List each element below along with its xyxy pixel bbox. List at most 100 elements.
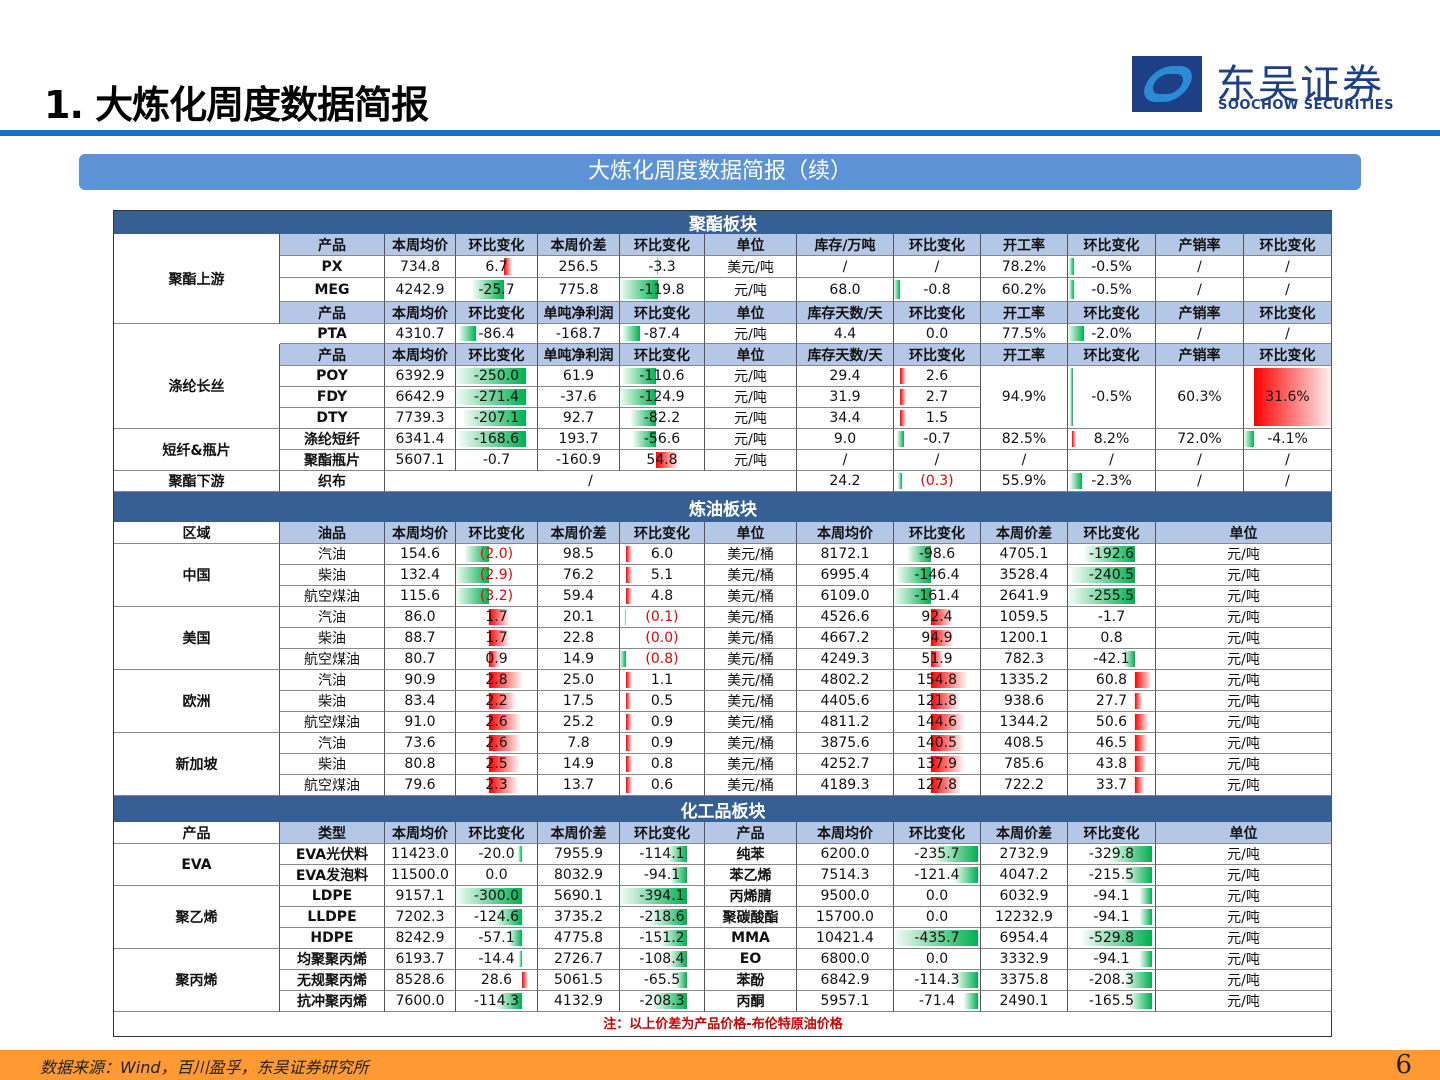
data-bar xyxy=(626,756,632,772)
table-cell: 元/吨 xyxy=(705,387,797,408)
table-cell: 154.6 xyxy=(385,544,456,565)
table-cell: 8.2% xyxy=(1068,429,1156,450)
table-cell: 25.2 xyxy=(538,712,620,733)
table-cell: 环比变化 xyxy=(456,234,538,256)
table-cell: -240.5 xyxy=(1068,565,1156,586)
table-cell: 元/吨 xyxy=(1156,586,1332,607)
data-bar xyxy=(661,930,687,946)
data-bar xyxy=(671,867,687,883)
table-cell: 14.9 xyxy=(538,649,620,670)
table-cell: 2.3 xyxy=(456,775,538,796)
table-cell: -124.9 xyxy=(620,387,705,408)
data-bar xyxy=(620,651,626,667)
table-cell: 汽油 xyxy=(280,607,385,628)
table-cell: 6642.9 xyxy=(385,387,456,408)
table-cell: 元/吨 xyxy=(705,450,797,471)
table-cell: 库存/万吨 xyxy=(797,234,894,256)
table-cell: 6109.0 xyxy=(797,586,894,607)
table-cell: 本周均价 xyxy=(385,234,456,256)
data-bar xyxy=(894,588,931,604)
data-bar xyxy=(1139,951,1152,967)
table-cell: -42.1 xyxy=(1068,649,1156,670)
table-cell: 0.0 xyxy=(894,324,981,344)
table-cell: -25.7 xyxy=(456,278,538,302)
data-bar xyxy=(473,280,504,299)
table-cell: 汽油 xyxy=(280,544,385,565)
table-cell: 本周均价 xyxy=(385,302,456,324)
data-table: 聚酯板块 聚酯上游 产品 本周均价 环比变化 本周价差 环比变化 单位 库存/万吨 环比变化 开工率… xyxy=(113,210,1332,1037)
table-cell: 环比变化 xyxy=(456,822,538,844)
data-bar xyxy=(1070,473,1082,489)
table-cell: 24.2 xyxy=(797,471,894,492)
table-cell: 0.0 xyxy=(894,949,981,970)
table-cell: 航空煤油 xyxy=(280,649,385,670)
data-bar xyxy=(954,867,978,883)
table-cell: 8528.6 xyxy=(385,970,456,991)
table-cell: 4526.6 xyxy=(797,607,894,628)
table-cell: 4242.9 xyxy=(385,278,456,302)
table-cell: 短纤&瓶片 xyxy=(114,429,280,471)
table-cell: 环比变化 xyxy=(1068,234,1156,256)
table-cell: 开工率 xyxy=(981,234,1068,256)
table-cell: 本周价差 xyxy=(538,822,620,844)
table-cell: 元/吨 xyxy=(1156,628,1332,649)
table-cell: 本周价差 xyxy=(981,522,1068,544)
table-cell: 苯酚 xyxy=(705,970,797,991)
table-cell: 60.2% xyxy=(981,278,1068,302)
table-cell: 256.5 xyxy=(538,256,620,278)
table-cell: / xyxy=(894,256,981,278)
table-cell: 美元/桶 xyxy=(705,733,797,754)
table-cell: -168.6 xyxy=(456,429,538,450)
table-cell: 82.5% xyxy=(981,429,1068,450)
table-cell: 27.7 xyxy=(1068,691,1156,712)
page-title: 1. 大炼化周度数据简报 xyxy=(44,83,429,127)
data-bar xyxy=(900,389,906,405)
table-cell: -114.3 xyxy=(894,970,981,991)
table-cell: 航空煤油 xyxy=(280,775,385,796)
table-cell: 产品 xyxy=(280,302,385,324)
table-cell: 9157.1 xyxy=(385,886,456,907)
table-cell: 0.5 xyxy=(620,691,705,712)
table-cell: / xyxy=(1156,278,1244,302)
table-cell: 元/吨 xyxy=(1156,607,1332,628)
table-cell: 产销率 xyxy=(1156,344,1244,366)
table-cell: 4667.2 xyxy=(797,628,894,649)
table-cell: 产品 xyxy=(114,822,280,844)
table-cell: -2.3% xyxy=(1068,471,1156,492)
data-bar xyxy=(489,756,519,772)
table-cell: -394.1 xyxy=(620,886,705,907)
table-cell: 0.9 xyxy=(620,733,705,754)
table-cell: 6200.0 xyxy=(797,844,894,865)
table-cell: / xyxy=(385,471,797,492)
data-bar xyxy=(931,714,965,730)
data-bar xyxy=(1135,777,1144,793)
table-cell: -71.4 xyxy=(894,991,981,1012)
table-cell: 2.8 xyxy=(456,670,538,691)
table-cell: 环比变化 xyxy=(1244,302,1332,324)
data-bar xyxy=(1123,867,1152,883)
table-cell: 柴油 xyxy=(280,628,385,649)
table-cell: -65.5 xyxy=(620,970,705,991)
table-cell: 环比变化 xyxy=(1244,344,1332,366)
data-bar xyxy=(1254,368,1331,426)
table-cell: / xyxy=(1156,471,1244,492)
table-cell: 68.0 xyxy=(797,278,894,302)
table-cell: 欧洲 xyxy=(114,670,280,733)
table-cell: 环比变化 xyxy=(620,822,705,844)
data-bar xyxy=(633,431,656,447)
table-cell: 91.0 xyxy=(385,712,456,733)
data-bar xyxy=(496,993,522,1009)
table-cell: 美元/桶 xyxy=(705,586,797,607)
table-cell: / xyxy=(981,450,1068,471)
logo-mark-icon xyxy=(1132,56,1202,112)
data-bar xyxy=(649,909,687,925)
data-bar xyxy=(1069,258,1074,275)
table-cell: 环比变化 xyxy=(894,302,981,324)
table-cell: 本周均价 xyxy=(385,822,456,844)
table-cell: 单位 xyxy=(705,234,797,256)
data-bar xyxy=(489,735,521,751)
table-cell: (3.2) xyxy=(456,586,538,607)
table-cell: 72.0% xyxy=(1156,429,1244,450)
data-bar xyxy=(1135,672,1151,688)
table-cell: 1.7 xyxy=(456,607,538,628)
